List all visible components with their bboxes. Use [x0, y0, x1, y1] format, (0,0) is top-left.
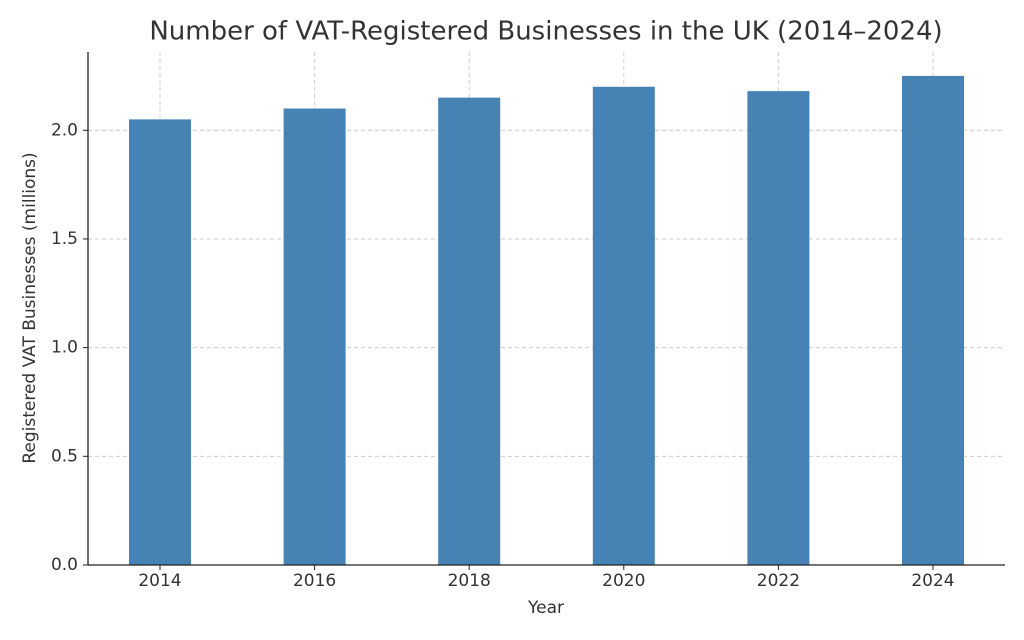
bar: [902, 75, 964, 566]
bar: [283, 108, 346, 565]
y-tick-label: 1.0: [51, 338, 78, 358]
y-tick-label: 1.5: [51, 229, 78, 249]
x-tick-label: 2018: [448, 571, 491, 591]
bar: [592, 86, 655, 565]
bar: [747, 91, 810, 565]
y-tick-label: 0.5: [51, 446, 78, 466]
grid: [88, 52, 1005, 566]
x-tick-label: 2022: [757, 571, 800, 591]
y-tick-label: 0.0: [51, 555, 78, 575]
x-tick-label: 2016: [293, 571, 336, 591]
bar: [129, 119, 191, 565]
x-tick-label: 2014: [138, 571, 181, 591]
bars: [129, 75, 964, 566]
chart-title: Number of VAT-Registered Businesses in t…: [149, 17, 942, 47]
bar: [438, 97, 501, 565]
x-tick-label: 2024: [911, 571, 954, 591]
y-tick-label: 2.0: [51, 120, 78, 140]
x-tick-label: 2020: [602, 571, 645, 591]
y-axis-label: Registered VAT Businesses (millions): [20, 152, 40, 463]
x-axis-label: Year: [527, 598, 564, 618]
